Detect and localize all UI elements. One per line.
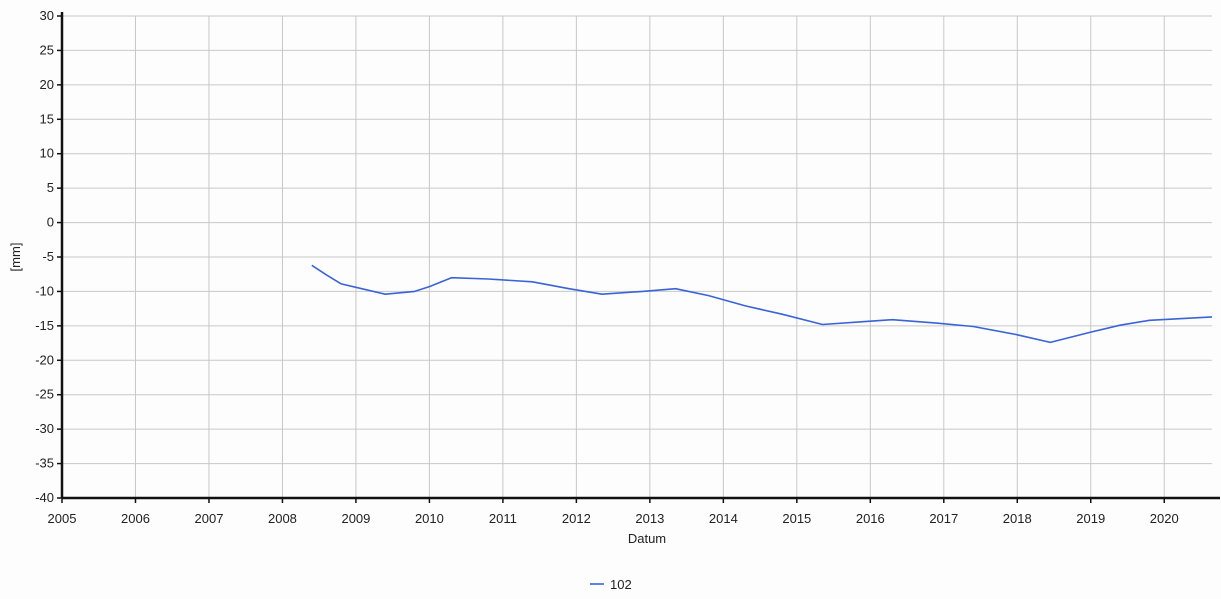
legend-label-102: 102 xyxy=(610,577,632,592)
y-axis-title: [mm] xyxy=(8,243,23,272)
x-tick-label: 2017 xyxy=(929,511,958,526)
y-tick-label: -35 xyxy=(35,456,54,471)
y-tick-label: -40 xyxy=(35,490,54,505)
y-tick-label: 20 xyxy=(40,77,54,92)
x-tick-label: 2005 xyxy=(48,511,77,526)
legend: 102 xyxy=(590,577,632,592)
y-tick-label: -10 xyxy=(35,283,54,298)
y-tick-label: -25 xyxy=(35,387,54,402)
axes xyxy=(57,12,1220,503)
x-tick-label: 2018 xyxy=(1003,511,1032,526)
x-tick-label: 2014 xyxy=(709,511,738,526)
x-tick-label: 2009 xyxy=(341,511,370,526)
x-tick-label: 2007 xyxy=(195,511,224,526)
y-tick-label: 10 xyxy=(40,146,54,161)
x-tick-label: 2008 xyxy=(268,511,297,526)
x-tick-label: 2013 xyxy=(635,511,664,526)
x-tick-label: 2015 xyxy=(782,511,811,526)
y-tick-label: 30 xyxy=(40,8,54,23)
x-tick-label: 2012 xyxy=(562,511,591,526)
y-tick-labels: 30 25 20 15 10 5 0 -5 -10 -15 -20 -25 -30 -35 -40 xyxy=(35,8,54,505)
x-axis-title: Datum xyxy=(628,531,666,546)
x-tick-label: 2019 xyxy=(1076,511,1105,526)
x-tick-label: 2006 xyxy=(121,511,150,526)
y-tick-label: 15 xyxy=(40,111,54,126)
x-tick-label: 2010 xyxy=(415,511,444,526)
y-tick-label: -15 xyxy=(35,318,54,333)
x-tick-labels: 2005 2006 2007 2008 2009 2010 2011 2012 2013 2014… xyxy=(48,511,1179,526)
y-tick-label: -5 xyxy=(42,249,54,264)
y-tick-label: -30 xyxy=(35,421,54,436)
x-tick-label: 2011 xyxy=(489,511,517,526)
x-tick-label: 2020 xyxy=(1150,511,1179,526)
x-tick-label: 2016 xyxy=(856,511,885,526)
gridlines xyxy=(62,15,1212,498)
series-lines xyxy=(311,264,1213,344)
series-line-102 xyxy=(311,264,1213,344)
y-tick-label: 5 xyxy=(47,180,54,195)
y-tick-label: 25 xyxy=(40,42,54,57)
y-tick-label: -20 xyxy=(35,352,54,367)
y-tick-label: 0 xyxy=(47,215,54,230)
